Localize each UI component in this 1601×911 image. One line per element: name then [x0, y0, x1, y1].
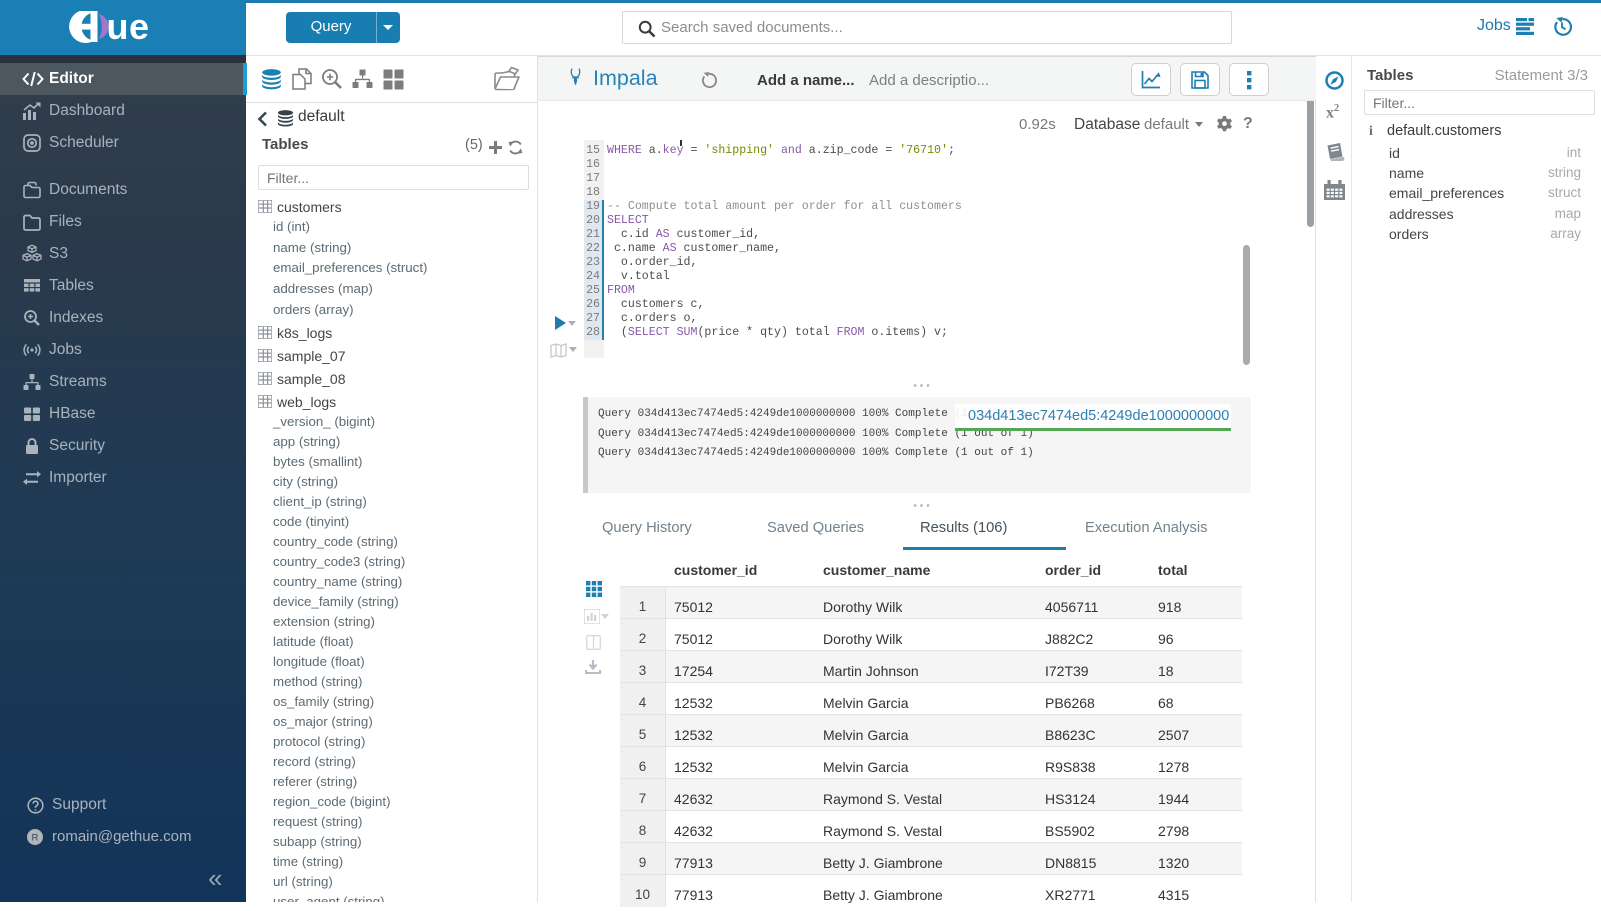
svg-text:ue: ue	[107, 11, 150, 45]
svg-text:R: R	[32, 833, 39, 844]
